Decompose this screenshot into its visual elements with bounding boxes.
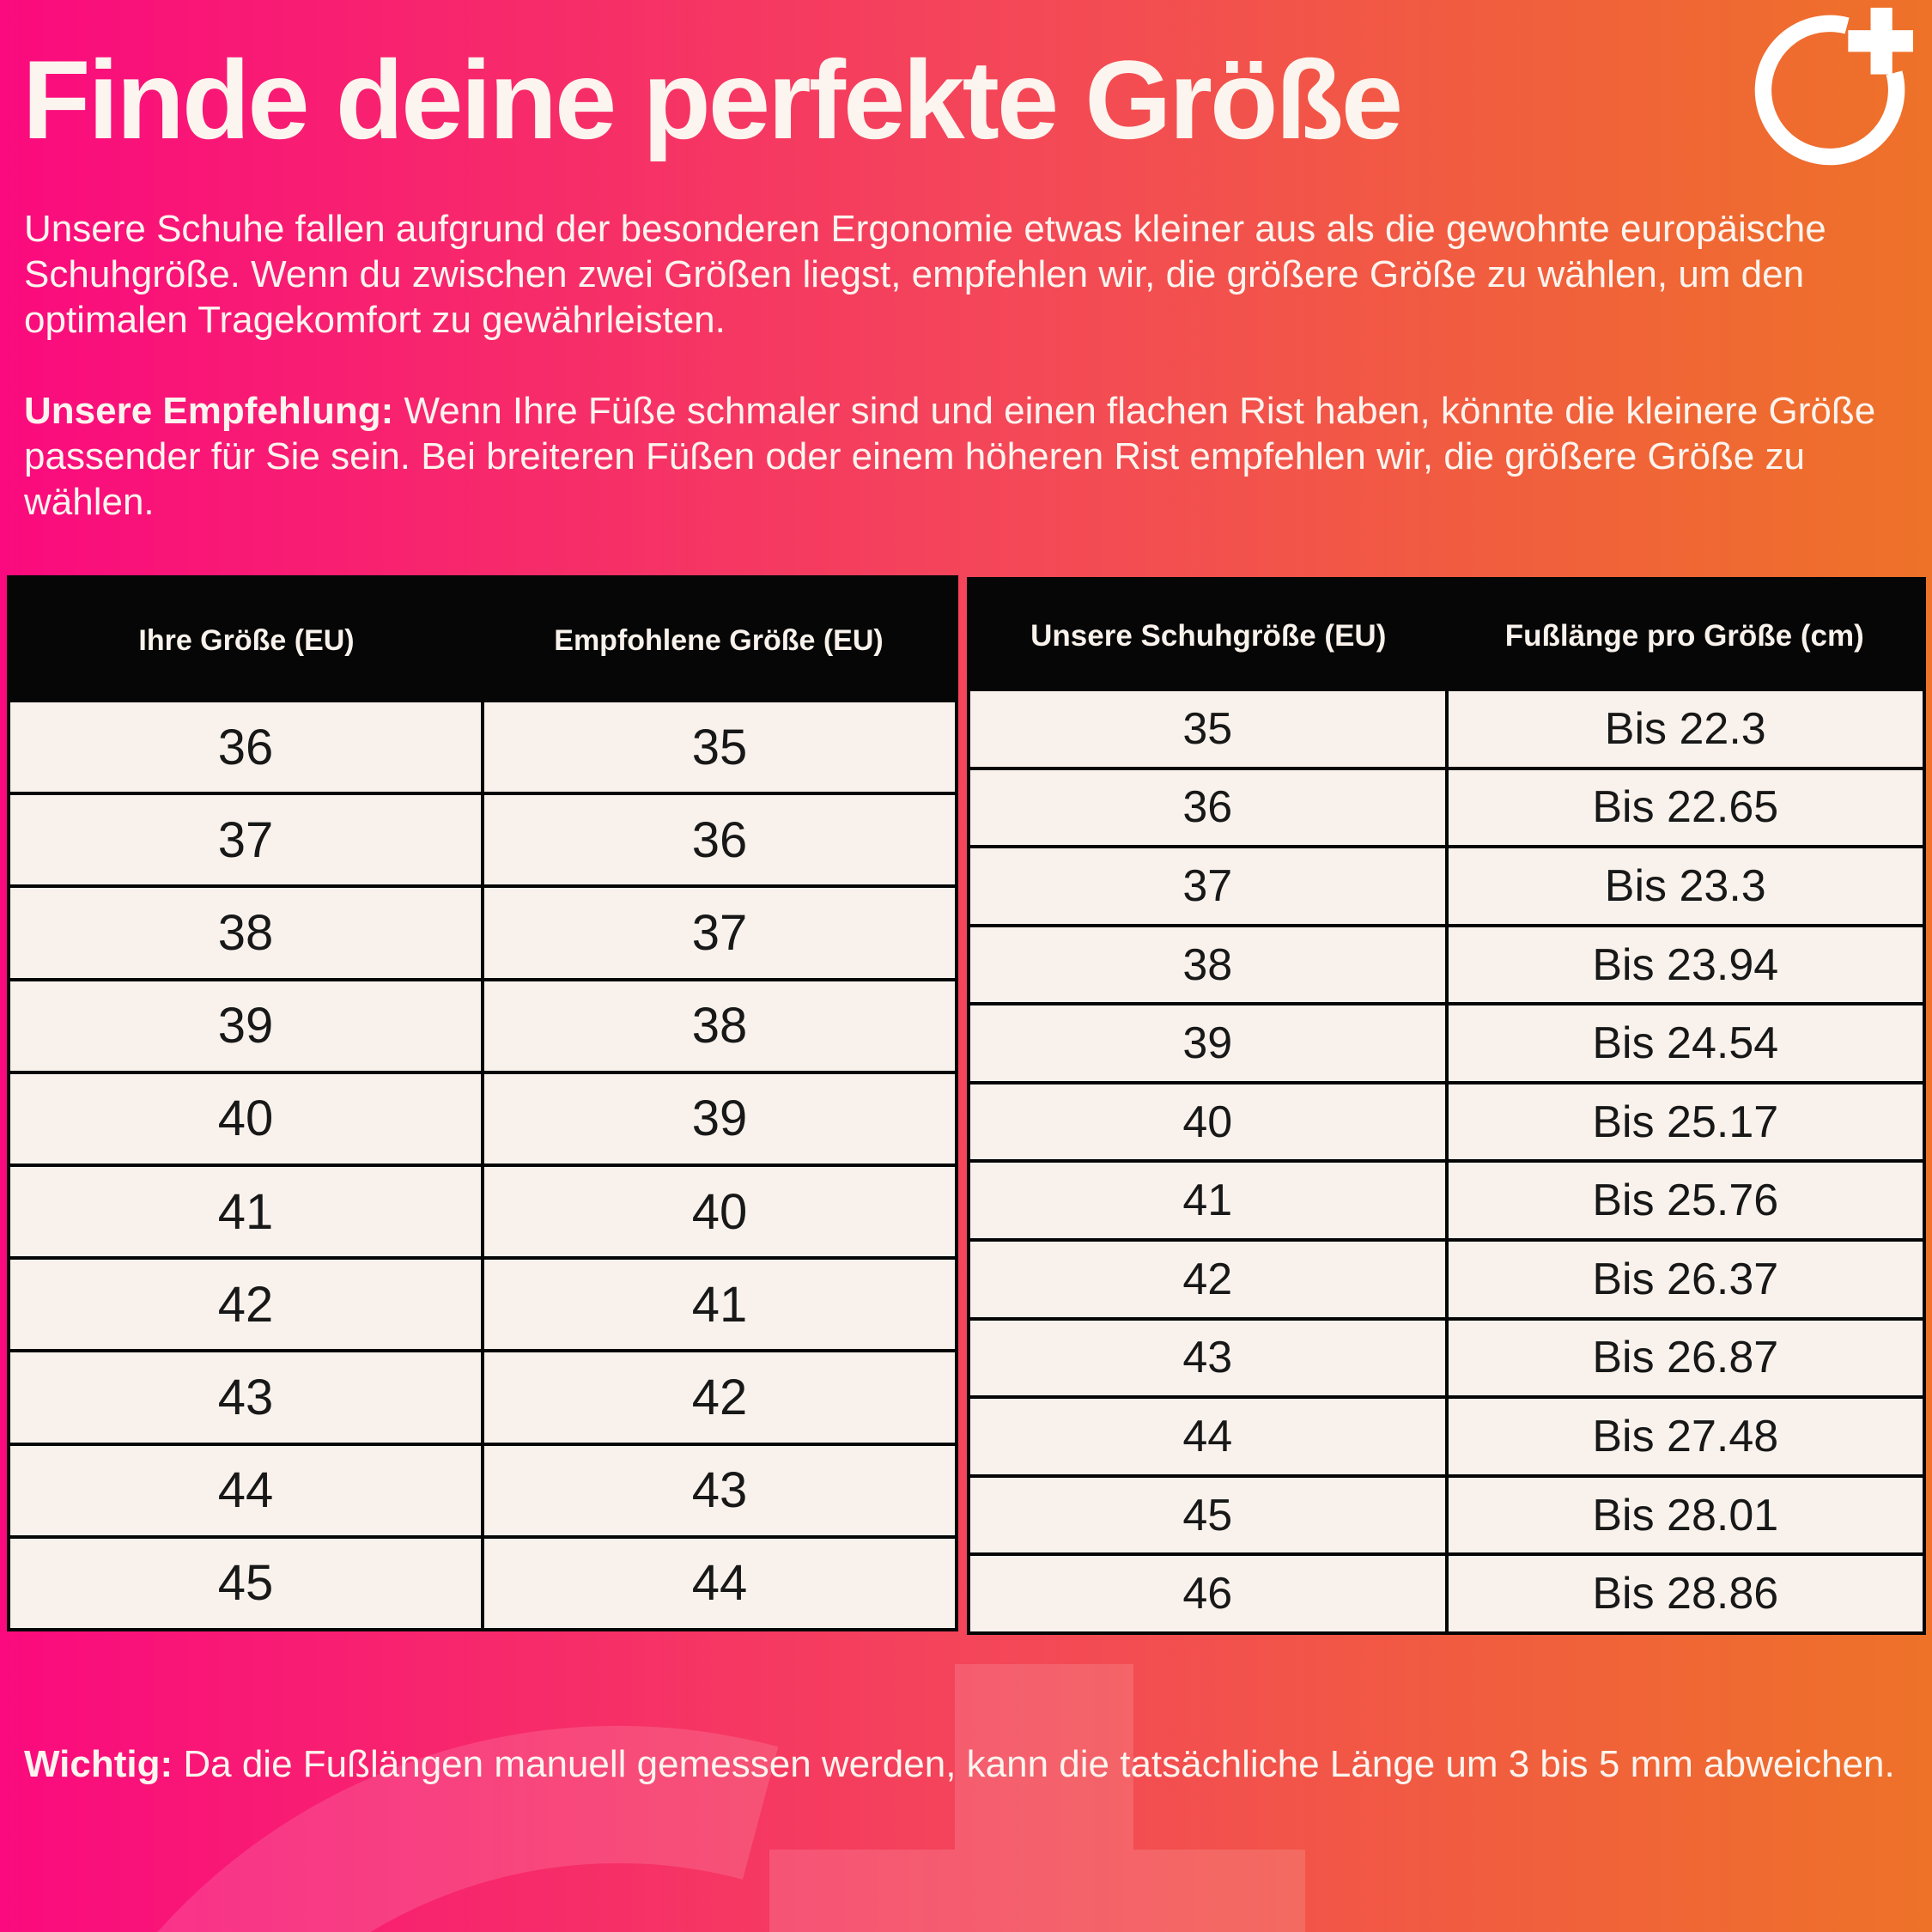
table-cell: 46 bbox=[970, 1556, 1445, 1631]
foot-length-table: Unsere Schuhgröße (EU) Fußlänge pro Größ… bbox=[967, 577, 1926, 1635]
table-cell: Bis 25.17 bbox=[1448, 1084, 1923, 1160]
table-row: 37 Bis 23.3 bbox=[970, 848, 1923, 924]
table-cell: 43 bbox=[970, 1320, 1445, 1396]
table-cell: 43 bbox=[10, 1352, 481, 1443]
page-title: Finde deine perfekte Größe bbox=[22, 37, 1403, 162]
table-cell: 37 bbox=[484, 888, 955, 978]
table-row: 42 41 bbox=[10, 1260, 955, 1350]
table-row: 42 Bis 26.37 bbox=[970, 1242, 1923, 1317]
table-row: 35 Bis 22.3 bbox=[970, 691, 1923, 767]
brand-circle-plus-icon bbox=[1754, 7, 1913, 166]
table-cell: 41 bbox=[484, 1260, 955, 1350]
recommendation-body: Wenn Ihre Füße schmaler sind und einen f… bbox=[24, 390, 1876, 523]
table-cell: Bis 28.86 bbox=[1448, 1556, 1923, 1631]
table-cell: 36 bbox=[970, 769, 1445, 846]
table-cell: Bis 26.87 bbox=[1448, 1320, 1923, 1396]
table-cell: Bis 26.37 bbox=[1448, 1242, 1923, 1317]
table-row: 40 Bis 25.17 bbox=[970, 1084, 1923, 1160]
table-cell: 42 bbox=[10, 1260, 481, 1350]
table-cell: 45 bbox=[10, 1538, 481, 1629]
table-cell: 41 bbox=[10, 1167, 481, 1257]
important-note-body: Da die Fußlängen manuell gemessen werden… bbox=[183, 1743, 1895, 1785]
table-cell: Bis 22.3 bbox=[1448, 691, 1923, 767]
table-cell: Bis 28.01 bbox=[1448, 1477, 1923, 1553]
table-row: 36 35 bbox=[10, 702, 955, 793]
table-row: 46 Bis 28.86 bbox=[970, 1556, 1923, 1631]
table-cell: 44 bbox=[970, 1399, 1445, 1474]
table-cell: 44 bbox=[484, 1538, 955, 1629]
watermark-circle-plus-icon bbox=[157, 1664, 1305, 1932]
table-cell: 40 bbox=[484, 1167, 955, 1257]
table-cell: 37 bbox=[970, 848, 1445, 924]
table-row: 38 37 bbox=[10, 888, 955, 978]
table-cell: 35 bbox=[484, 702, 955, 793]
table-cell: Bis 24.54 bbox=[1448, 1005, 1923, 1081]
table-row: 43 Bis 26.87 bbox=[970, 1320, 1923, 1396]
table-cell: 45 bbox=[970, 1477, 1445, 1553]
table-row: 41 40 bbox=[10, 1167, 955, 1257]
table-row: 40 39 bbox=[10, 1073, 955, 1164]
table-cell: Bis 25.76 bbox=[1448, 1163, 1923, 1239]
table-row: 44 Bis 27.48 bbox=[970, 1399, 1923, 1474]
table-body: 36 35 37 36 38 37 39 38 40 39 41 40 42 41 43 42 44 43 45 44 bbox=[10, 702, 955, 1629]
column-header-your-size: Ihre Größe (EU) bbox=[138, 623, 355, 657]
intro-text: Unsere Schuhe fallen aufgrund der besond… bbox=[24, 208, 1826, 341]
column-header-recommended-size: Empfohlene Größe (EU) bbox=[554, 623, 884, 657]
table-cell: 36 bbox=[10, 702, 481, 793]
table-cell: 35 bbox=[970, 691, 1445, 767]
table-cell: Bis 27.48 bbox=[1448, 1399, 1923, 1474]
table-cell: Bis 23.94 bbox=[1448, 927, 1923, 1003]
table-cell: 38 bbox=[10, 888, 481, 978]
table-header-row: Ihre Größe (EU) Empfohlene Größe (EU) bbox=[10, 579, 955, 702]
recommendation-label: Unsere Empfehlung: bbox=[24, 390, 394, 432]
table-cell: 41 bbox=[970, 1163, 1445, 1239]
table-cell: 38 bbox=[484, 981, 955, 1071]
table-row: 43 42 bbox=[10, 1352, 955, 1443]
table-header-row: Unsere Schuhgröße (EU) Fußlänge pro Größ… bbox=[970, 580, 1923, 691]
table-cell: 40 bbox=[10, 1073, 481, 1164]
table-body: 35 Bis 22.3 36 Bis 22.65 37 Bis 23.3 38 Bis 23.… bbox=[970, 691, 1923, 1631]
table-cell: 44 bbox=[10, 1445, 481, 1535]
column-header-shoe-size: Unsere Schuhgröße (EU) bbox=[1030, 618, 1387, 653]
table-cell: 39 bbox=[484, 1073, 955, 1164]
table-row: 38 Bis 23.94 bbox=[970, 927, 1923, 1003]
table-row: 37 36 bbox=[10, 795, 955, 885]
table-cell: 39 bbox=[10, 981, 481, 1071]
important-note: Wichtig: Da die Fußlängen manuell gemess… bbox=[24, 1741, 1909, 1787]
table-row: 45 Bis 28.01 bbox=[970, 1477, 1923, 1553]
table-cell: 42 bbox=[970, 1242, 1445, 1317]
table-cell: 39 bbox=[970, 1005, 1445, 1081]
table-row: 39 Bis 24.54 bbox=[970, 1005, 1923, 1081]
table-row: 36 Bis 22.65 bbox=[970, 769, 1923, 846]
table-row: 41 Bis 25.76 bbox=[970, 1163, 1923, 1239]
table-cell: Bis 23.3 bbox=[1448, 848, 1923, 924]
table-cell: 42 bbox=[484, 1352, 955, 1443]
important-note-label: Wichtig: bbox=[24, 1743, 173, 1785]
table-row: 45 44 bbox=[10, 1538, 955, 1629]
size-conversion-table: Ihre Größe (EU) Empfohlene Größe (EU) 36… bbox=[7, 575, 958, 1631]
table-cell: 36 bbox=[484, 795, 955, 885]
table-cell: 43 bbox=[484, 1445, 955, 1535]
table-cell: 40 bbox=[970, 1084, 1445, 1160]
table-cell: 37 bbox=[10, 795, 481, 885]
table-row: 44 43 bbox=[10, 1445, 955, 1535]
column-header-foot-length: Fußlänge pro Größe (cm) bbox=[1504, 618, 1864, 653]
table-cell: 38 bbox=[970, 927, 1445, 1003]
table-cell: Bis 22.65 bbox=[1448, 769, 1923, 846]
recommendation-text: Unsere Empfehlung: Wenn Ihre Füße schmal… bbox=[24, 388, 1909, 525]
table-row: 39 38 bbox=[10, 981, 955, 1071]
